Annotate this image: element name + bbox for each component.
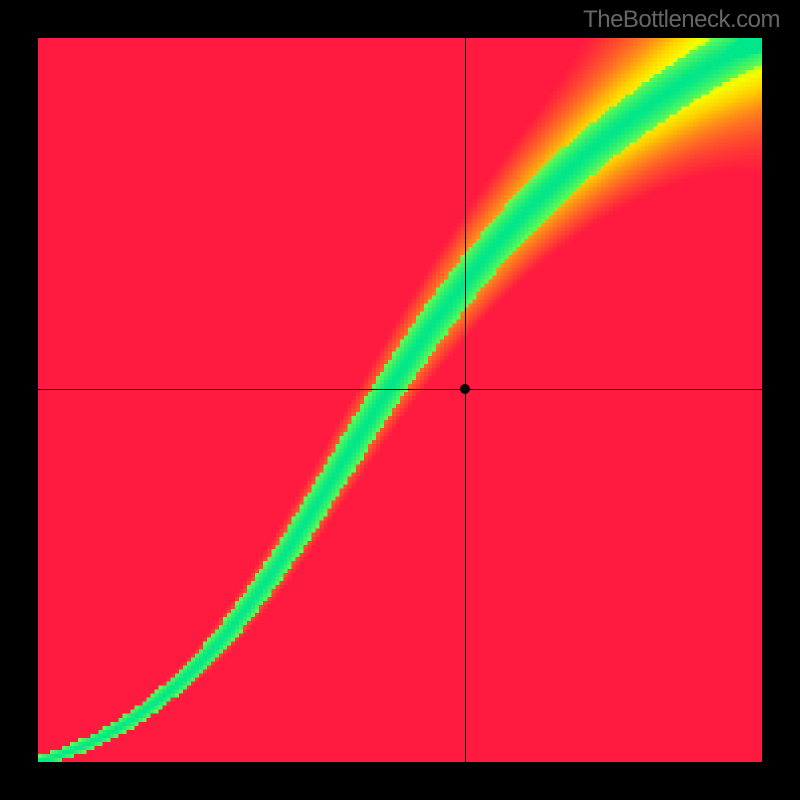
crosshair-vertical xyxy=(465,38,466,762)
chart-container: TheBottleneck.com xyxy=(0,0,800,800)
watermark-text: TheBottleneck.com xyxy=(583,6,780,34)
heatmap-canvas xyxy=(38,38,762,762)
crosshair-marker xyxy=(460,384,470,394)
crosshair-horizontal xyxy=(38,389,762,390)
plot-area xyxy=(38,38,762,762)
